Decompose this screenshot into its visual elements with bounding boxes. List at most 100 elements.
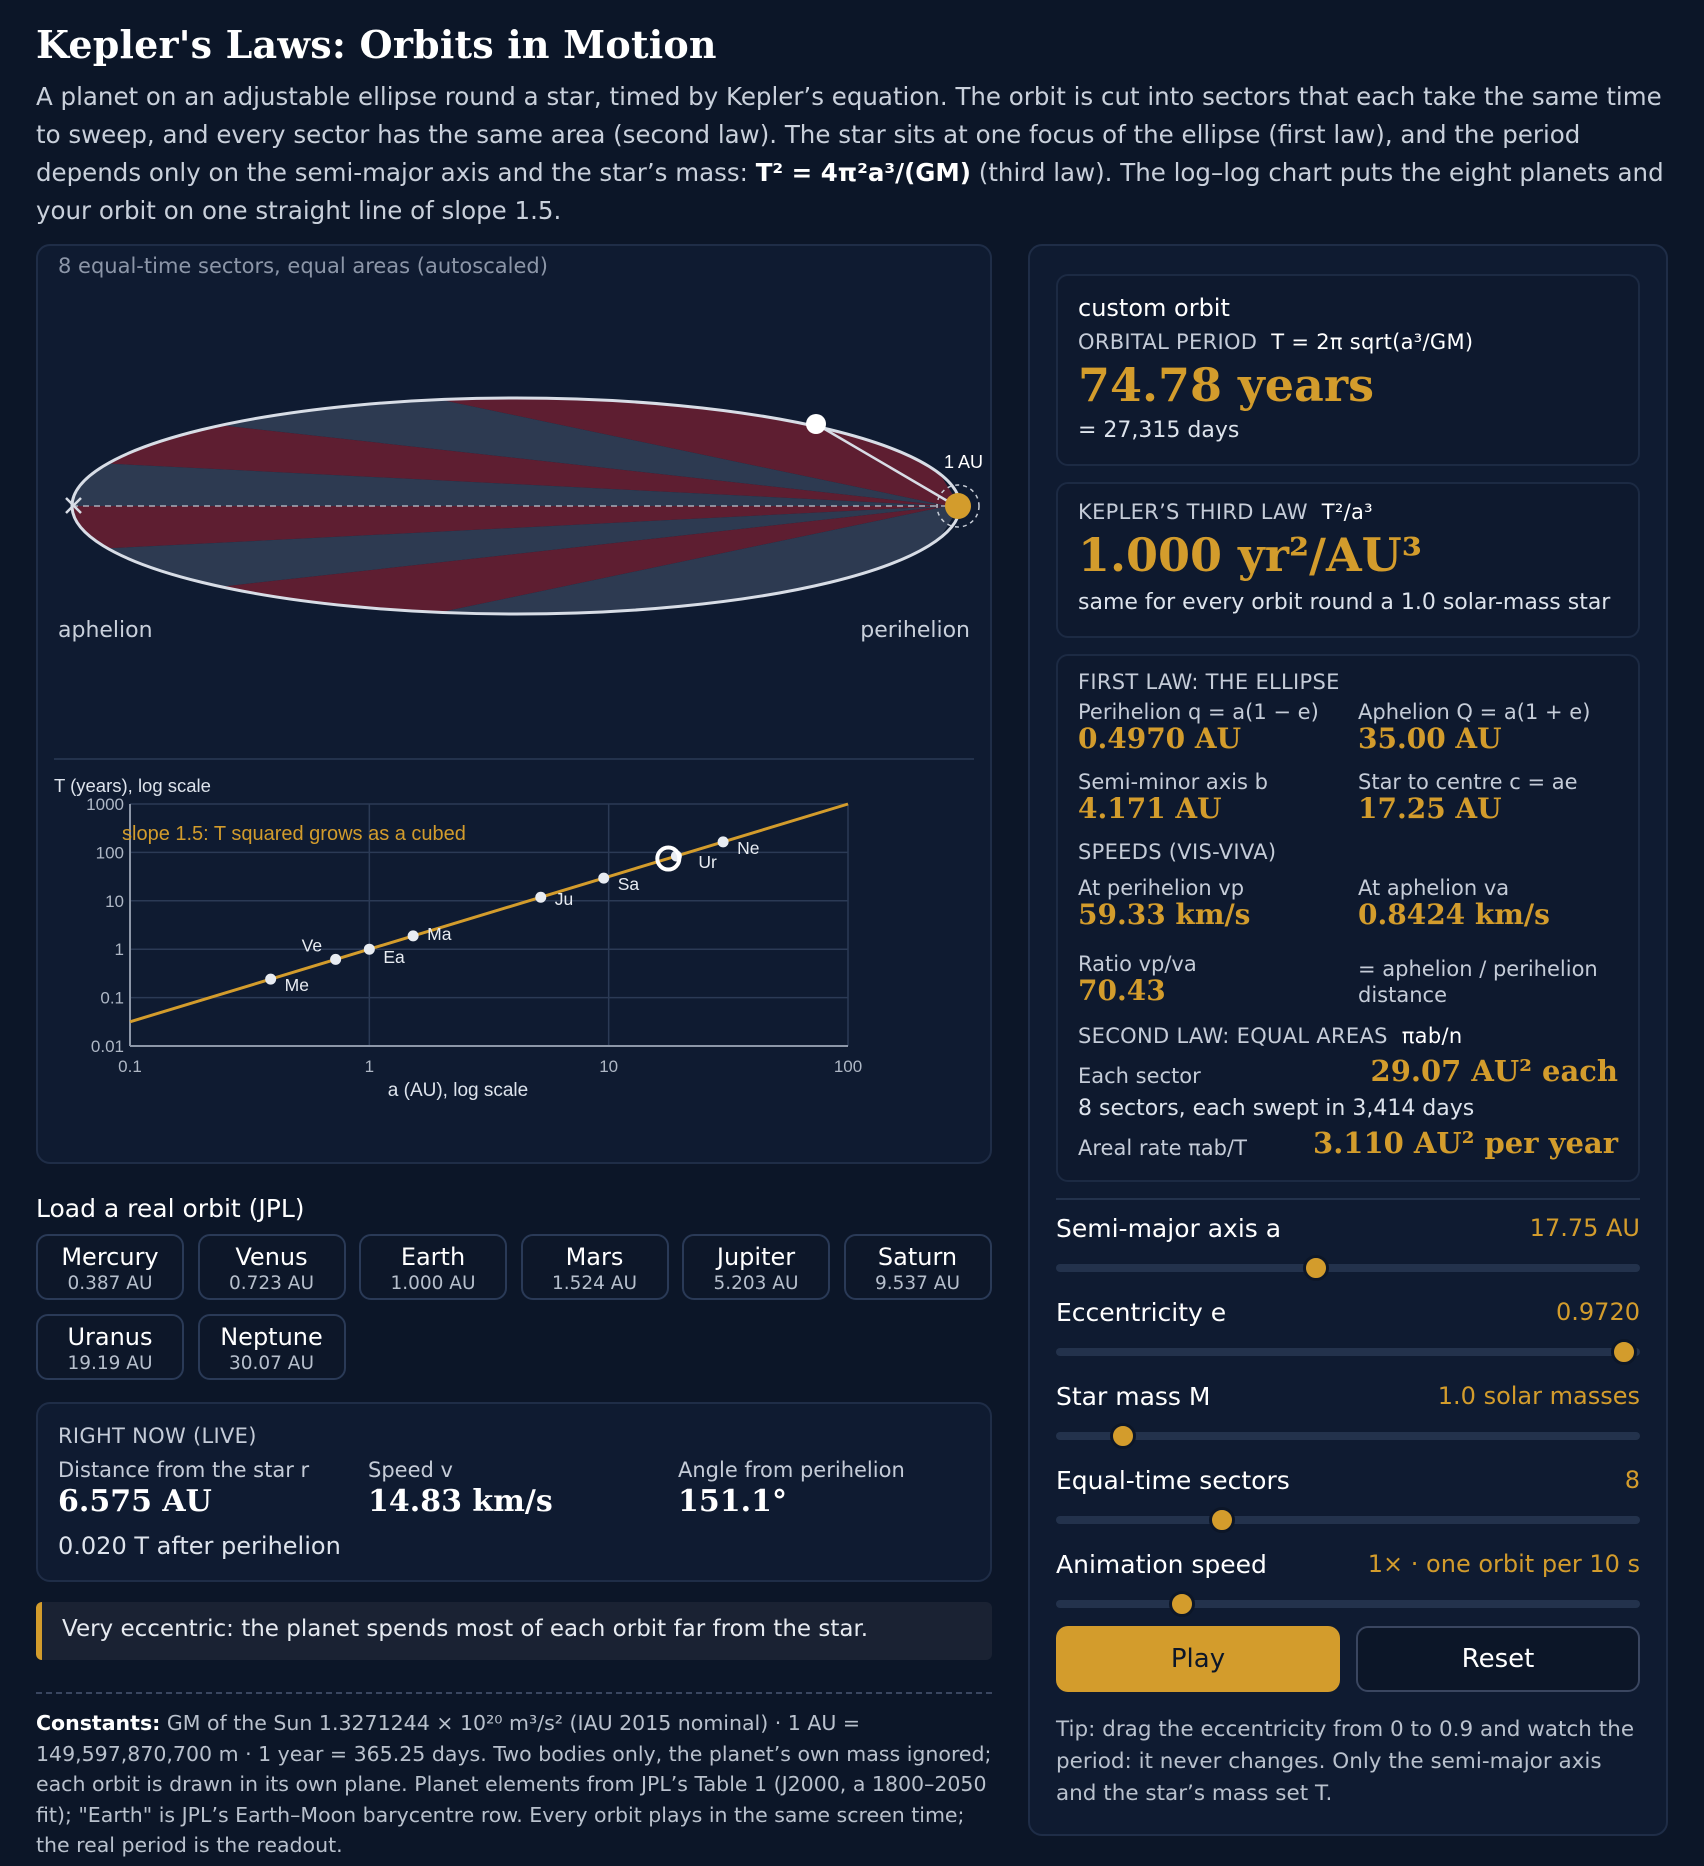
period-days: = 27,315 days [1078, 418, 1240, 443]
areal-rate-value: 3.110 AU² per year [1313, 1126, 1618, 1160]
planet-button-axis: 0.723 AU [228, 1273, 315, 1294]
third-law-card: KEPLER’S THIRD LAW T²/a³ 1.000 yr²/AU³ s… [1056, 482, 1640, 638]
angle-label: Angle from perihelion [678, 1458, 905, 1482]
slider-track[interactable] [1056, 1600, 1640, 1608]
va-value: 0.8424 km/s [1358, 898, 1550, 931]
slider-thumb[interactable] [1110, 1423, 1137, 1449]
planet-button-jupiter[interactable]: Jupiter 5.203 AU [682, 1234, 830, 1300]
orbit-caption: 8 equal-time sectors, equal areas (autos… [58, 254, 548, 278]
period-label: ORBITAL PERIOD T = 2π sqrt(a³/GM) [1078, 330, 1474, 354]
slider-label: Equal-time sectors [1056, 1466, 1290, 1495]
slider-track[interactable] [1056, 1264, 1640, 1272]
planet-point-label: Ve [302, 935, 322, 955]
empty-focus-marker [65, 497, 82, 514]
slider-track[interactable] [1056, 1432, 1640, 1440]
aphelion-distance-label: Aphelion Q = a(1 + e) [1358, 700, 1591, 724]
period-card: custom orbit ORBITAL PERIOD T = 2π sqrt(… [1056, 274, 1640, 466]
planet-button-name: Earth [400, 1243, 466, 1271]
slider-value: 8 [1624, 1466, 1640, 1494]
planet-button-axis: 1.000 AU [390, 1273, 476, 1294]
slider-thumb[interactable] [1302, 1255, 1329, 1281]
perihelion-distance: 0.4970 AU [1078, 722, 1242, 755]
planet-point-label: Ne [737, 838, 759, 858]
reset-button[interactable]: Reset [1356, 1626, 1640, 1692]
semi-minor-label: Semi-minor axis b [1078, 770, 1268, 794]
planet-button-uranus[interactable]: Uranus 19.19 AU [36, 1314, 184, 1380]
first-law-heading: FIRST LAW: THE ELLIPSE [1078, 670, 1340, 694]
orbit-sectors [72, 398, 960, 614]
slider-label: Eccentricity e [1056, 1298, 1227, 1327]
perihelion-distance-label: Perihelion q = a(1 − e) [1078, 700, 1319, 724]
ratio-label: Ratio vp/va [1078, 952, 1197, 976]
planet-button-name: Mars [565, 1243, 624, 1271]
controls-divider [1056, 1198, 1640, 1200]
laws-card: FIRST LAW: THE ELLIPSE Perihelion q = a(… [1056, 654, 1640, 1182]
readout-panel: custom orbit ORBITAL PERIOD T = 2π sqrt(… [1028, 244, 1668, 1836]
slider-thumb[interactable] [1168, 1591, 1195, 1617]
slider-value: 0.9720 [1556, 1298, 1640, 1326]
slider-thumb[interactable] [1610, 1339, 1637, 1365]
planet-point [598, 872, 610, 884]
page-title: Kepler's Laws: Orbits in Motion [36, 22, 717, 67]
orbit-panel: 8 equal-time sectors, equal areas (autos… [36, 244, 992, 1164]
planet-point-label: Ma [427, 924, 452, 944]
vp-value: 59.33 km/s [1078, 898, 1251, 931]
areal-rate-label: Areal rate πab/T [1078, 1136, 1247, 1160]
y-axis-title: T (years), log scale [54, 775, 211, 796]
slider-label: Star mass M [1056, 1382, 1211, 1411]
slider-track[interactable] [1056, 1348, 1640, 1356]
planet-point-label: Ea [383, 947, 405, 967]
y-tick-label: 1 [115, 940, 124, 959]
third-law-value: 1.000 yr²/AU³ [1078, 528, 1422, 582]
ratio-value: 70.43 [1078, 974, 1166, 1007]
panel-divider [54, 758, 974, 760]
planet-button-venus[interactable]: Venus 0.723 AU [197, 1234, 346, 1300]
slope-annotation: slope 1.5: T squared grows as a cubed [122, 823, 466, 845]
chart-grid [129, 803, 849, 1047]
orbit-sector [439, 506, 960, 614]
planet-button-mercury[interactable]: Mercury 0.387 AU [36, 1234, 184, 1300]
eccentricity-note: Very eccentric: the planet spends most o… [36, 1602, 992, 1660]
current-orbit-marker [655, 845, 682, 872]
planet-button-name: Uranus [67, 1323, 153, 1351]
third-law-note: same for every orbit round a 1.0 solar-m… [1078, 590, 1611, 615]
slider-track[interactable] [1056, 1516, 1640, 1524]
one-au-reference-circle [936, 484, 980, 528]
time-since-perihelion: 0.020 T after perihelion [58, 1532, 341, 1560]
y-axis-ticks: 1000 100 10 1 0.1 0.01 [86, 795, 124, 1056]
planet-button-name: Jupiter [716, 1243, 796, 1271]
planet [806, 414, 826, 434]
orbit-sector [221, 506, 948, 613]
aphelion-label: aphelion [58, 618, 153, 643]
perihelion-label: perihelion [860, 618, 970, 643]
second-law-heading: SECOND LAW: EQUAL AREAS πab/n [1078, 1024, 1463, 1048]
planet-point-label: Me [285, 975, 309, 995]
planet-point-label: Sa [618, 874, 640, 894]
planet-button-saturn[interactable]: Saturn 9.537 AU [843, 1234, 992, 1300]
intro-text: A planet on an adjustable ellipse round … [36, 82, 1664, 225]
planet-point [407, 930, 419, 942]
planet-button-mars[interactable]: Mars 1.524 AU [520, 1234, 669, 1300]
orbit-sector [72, 506, 948, 549]
va-label: At aphelion va [1358, 876, 1510, 900]
live-heading: RIGHT NOW (LIVE) [58, 1424, 257, 1448]
orbit-name: custom orbit [1078, 294, 1230, 322]
star-centre-label: Star to centre c = ae [1358, 770, 1578, 794]
slider-thumb[interactable] [1209, 1507, 1236, 1533]
slider-value: 1.0 solar masses [1437, 1382, 1640, 1410]
planet-button-neptune[interactable]: Neptune 30.07 AU [197, 1314, 346, 1380]
x-tick-label: 1 [365, 1057, 374, 1076]
third-law-formula: T² = 4π²a³/(GM) [755, 158, 971, 187]
planet-point-label: Ur [698, 852, 717, 872]
x-axis-ticks: 0.1 1 10 100 [118, 1057, 862, 1076]
orbit-sector [221, 399, 948, 506]
planet-button-axis: 30.07 AU [228, 1353, 315, 1374]
angle-value: 151.1° [678, 1484, 787, 1519]
distance-label: Distance from the star r [58, 1458, 310, 1482]
planet-button-earth[interactable]: Earth 1.000 AU [359, 1234, 507, 1300]
orbit-sector [72, 463, 948, 506]
orbit-sector [107, 425, 948, 506]
play-button[interactable]: Play [1056, 1626, 1340, 1692]
planet-point [535, 891, 547, 903]
